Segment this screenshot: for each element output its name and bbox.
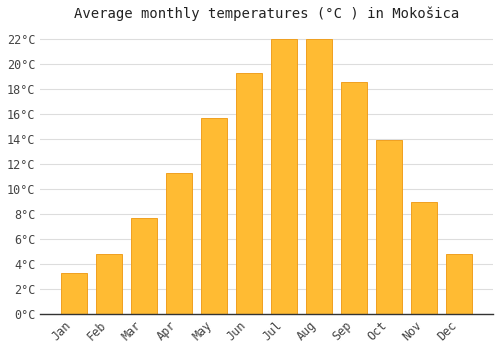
Bar [166,173,192,314]
Bar [201,118,228,314]
Bar [446,254,472,314]
Bar [271,39,297,314]
Bar [306,39,332,314]
Bar [96,254,122,314]
Title: Average monthly temperatures (°C ) in Mokošica: Average monthly temperatures (°C ) in Mo… [74,7,460,21]
Bar [131,218,157,314]
Bar [376,140,402,314]
Bar [236,73,262,314]
Bar [341,82,367,314]
Bar [61,273,87,314]
Bar [411,202,438,314]
